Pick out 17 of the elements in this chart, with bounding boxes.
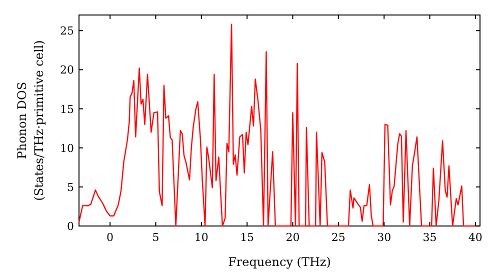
x-tick-label: 25 (331, 231, 346, 244)
x-tick-label: 15 (240, 231, 254, 244)
x-axis-title: Frequency (THz) (228, 255, 331, 269)
x-tick-label: 20 (286, 231, 300, 244)
x-tick-label: 5 (152, 231, 160, 244)
y-tick-label: 0 (67, 220, 74, 233)
y-tick-label: 15 (60, 102, 74, 116)
y-axis-title: Phonon DOS (States/THz·primitive cell) (15, 40, 46, 201)
x-tick-label: 10 (194, 231, 208, 244)
y-tick-label: 10 (60, 142, 74, 155)
x-tick-label: 0 (106, 231, 114, 244)
x-tick-label: 40 (468, 231, 482, 244)
y-tick-label: 20 (60, 64, 74, 77)
y-tick-label: 25 (60, 24, 74, 38)
x-tick-label: 30 (377, 231, 392, 244)
x-tick-label: 35 (422, 231, 437, 244)
y-tick-label: 5 (67, 180, 74, 194)
